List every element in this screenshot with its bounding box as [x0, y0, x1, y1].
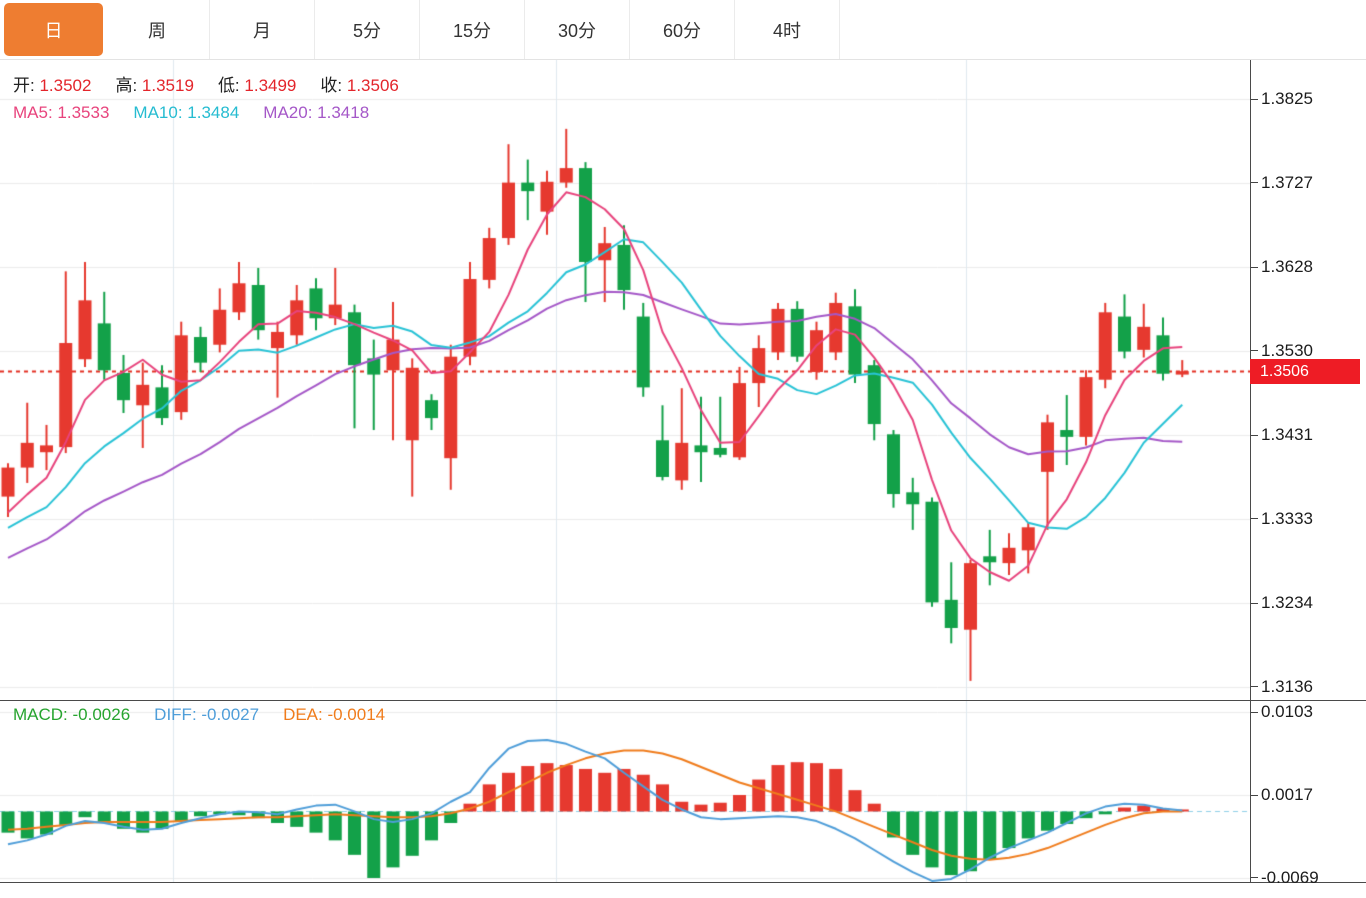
current-price-tag: 1.3506: [1250, 359, 1360, 385]
tab-timeframe-4[interactable]: 15分: [420, 0, 525, 59]
price-tick-4: 1.3431: [1251, 425, 1366, 445]
price-tick-0: 1.3825: [1251, 89, 1366, 109]
tab-timeframe-6[interactable]: 60分: [630, 0, 735, 59]
legend-ohlc-item-0: 开: 1.3502: [13, 76, 92, 95]
legend-ohlc-item-2: 低: 1.3499: [217, 76, 297, 95]
tab-active-label: 日: [4, 3, 103, 56]
chart-area: 开: 1.3502 高: 1.3519 低: 1.3499 收: 1.3506 MA5…: [0, 60, 1366, 898]
macd-legend: MACD: -0.0026 DIFF: -0.0027 DEA: -0.0014: [13, 705, 409, 725]
main-candlestick-canvas[interactable]: [0, 60, 1250, 700]
legend-macd-item-1: DIFF: -0.0027: [154, 705, 260, 724]
price-axis-line: [1250, 60, 1251, 882]
macd-tick-0: 0.0103: [1251, 702, 1366, 722]
price-tick-1: 1.3727: [1251, 173, 1366, 193]
tab-timeframe-3[interactable]: 5分: [315, 0, 420, 59]
ma-legend: MA5: 1.3533 MA10: 1.3484 MA20: 1.3418: [13, 103, 393, 123]
legend-ma-item-1: MA10: 1.3484: [133, 103, 240, 122]
tab-timeframe-7[interactable]: 4时: [735, 0, 840, 59]
current-price-value: 1.3506: [1260, 362, 1309, 380]
tab-timeframe-5[interactable]: 30分: [525, 0, 630, 59]
tab-timeframe-1[interactable]: 周: [105, 0, 210, 59]
legend-ohlc-item-3: 收: 1.3506: [320, 76, 399, 95]
price-tick-6: 1.3234: [1251, 593, 1366, 613]
macd-tick-1: 0.0017: [1251, 785, 1366, 805]
timeframe-tabbar: 日周月 5分 15分 30分 60分 4时: [0, 0, 1366, 60]
macd-panel-canvas[interactable]: [0, 700, 1250, 882]
legend-macd-item-0: MACD: -0.0026: [13, 705, 131, 724]
price-tick-7: 1.3136: [1251, 677, 1366, 697]
price-tick-3: 1.3530: [1251, 341, 1366, 361]
legend-ma-item-0: MA5: 1.3533: [13, 103, 110, 122]
price-tick-2: 1.3628: [1251, 257, 1366, 277]
legend-ma-item-2: MA20: 1.3418: [263, 103, 370, 122]
ohlc-legend: 开: 1.3502 高: 1.3519 低: 1.3499 收: 1.3506: [13, 71, 423, 96]
price-tick-5: 1.3333: [1251, 509, 1366, 529]
tab-timeframe-2[interactable]: 月: [210, 0, 315, 59]
panel-separator: [0, 700, 1366, 701]
bottom-border: [0, 882, 1366, 883]
legend-macd-item-2: DEA: -0.0014: [283, 705, 386, 724]
macd-tick-2: -0.0069: [1251, 868, 1366, 888]
legend-ohlc-item-1: 高: 1.3519: [115, 76, 194, 95]
tab-timeframe-0[interactable]: 日: [0, 0, 105, 59]
